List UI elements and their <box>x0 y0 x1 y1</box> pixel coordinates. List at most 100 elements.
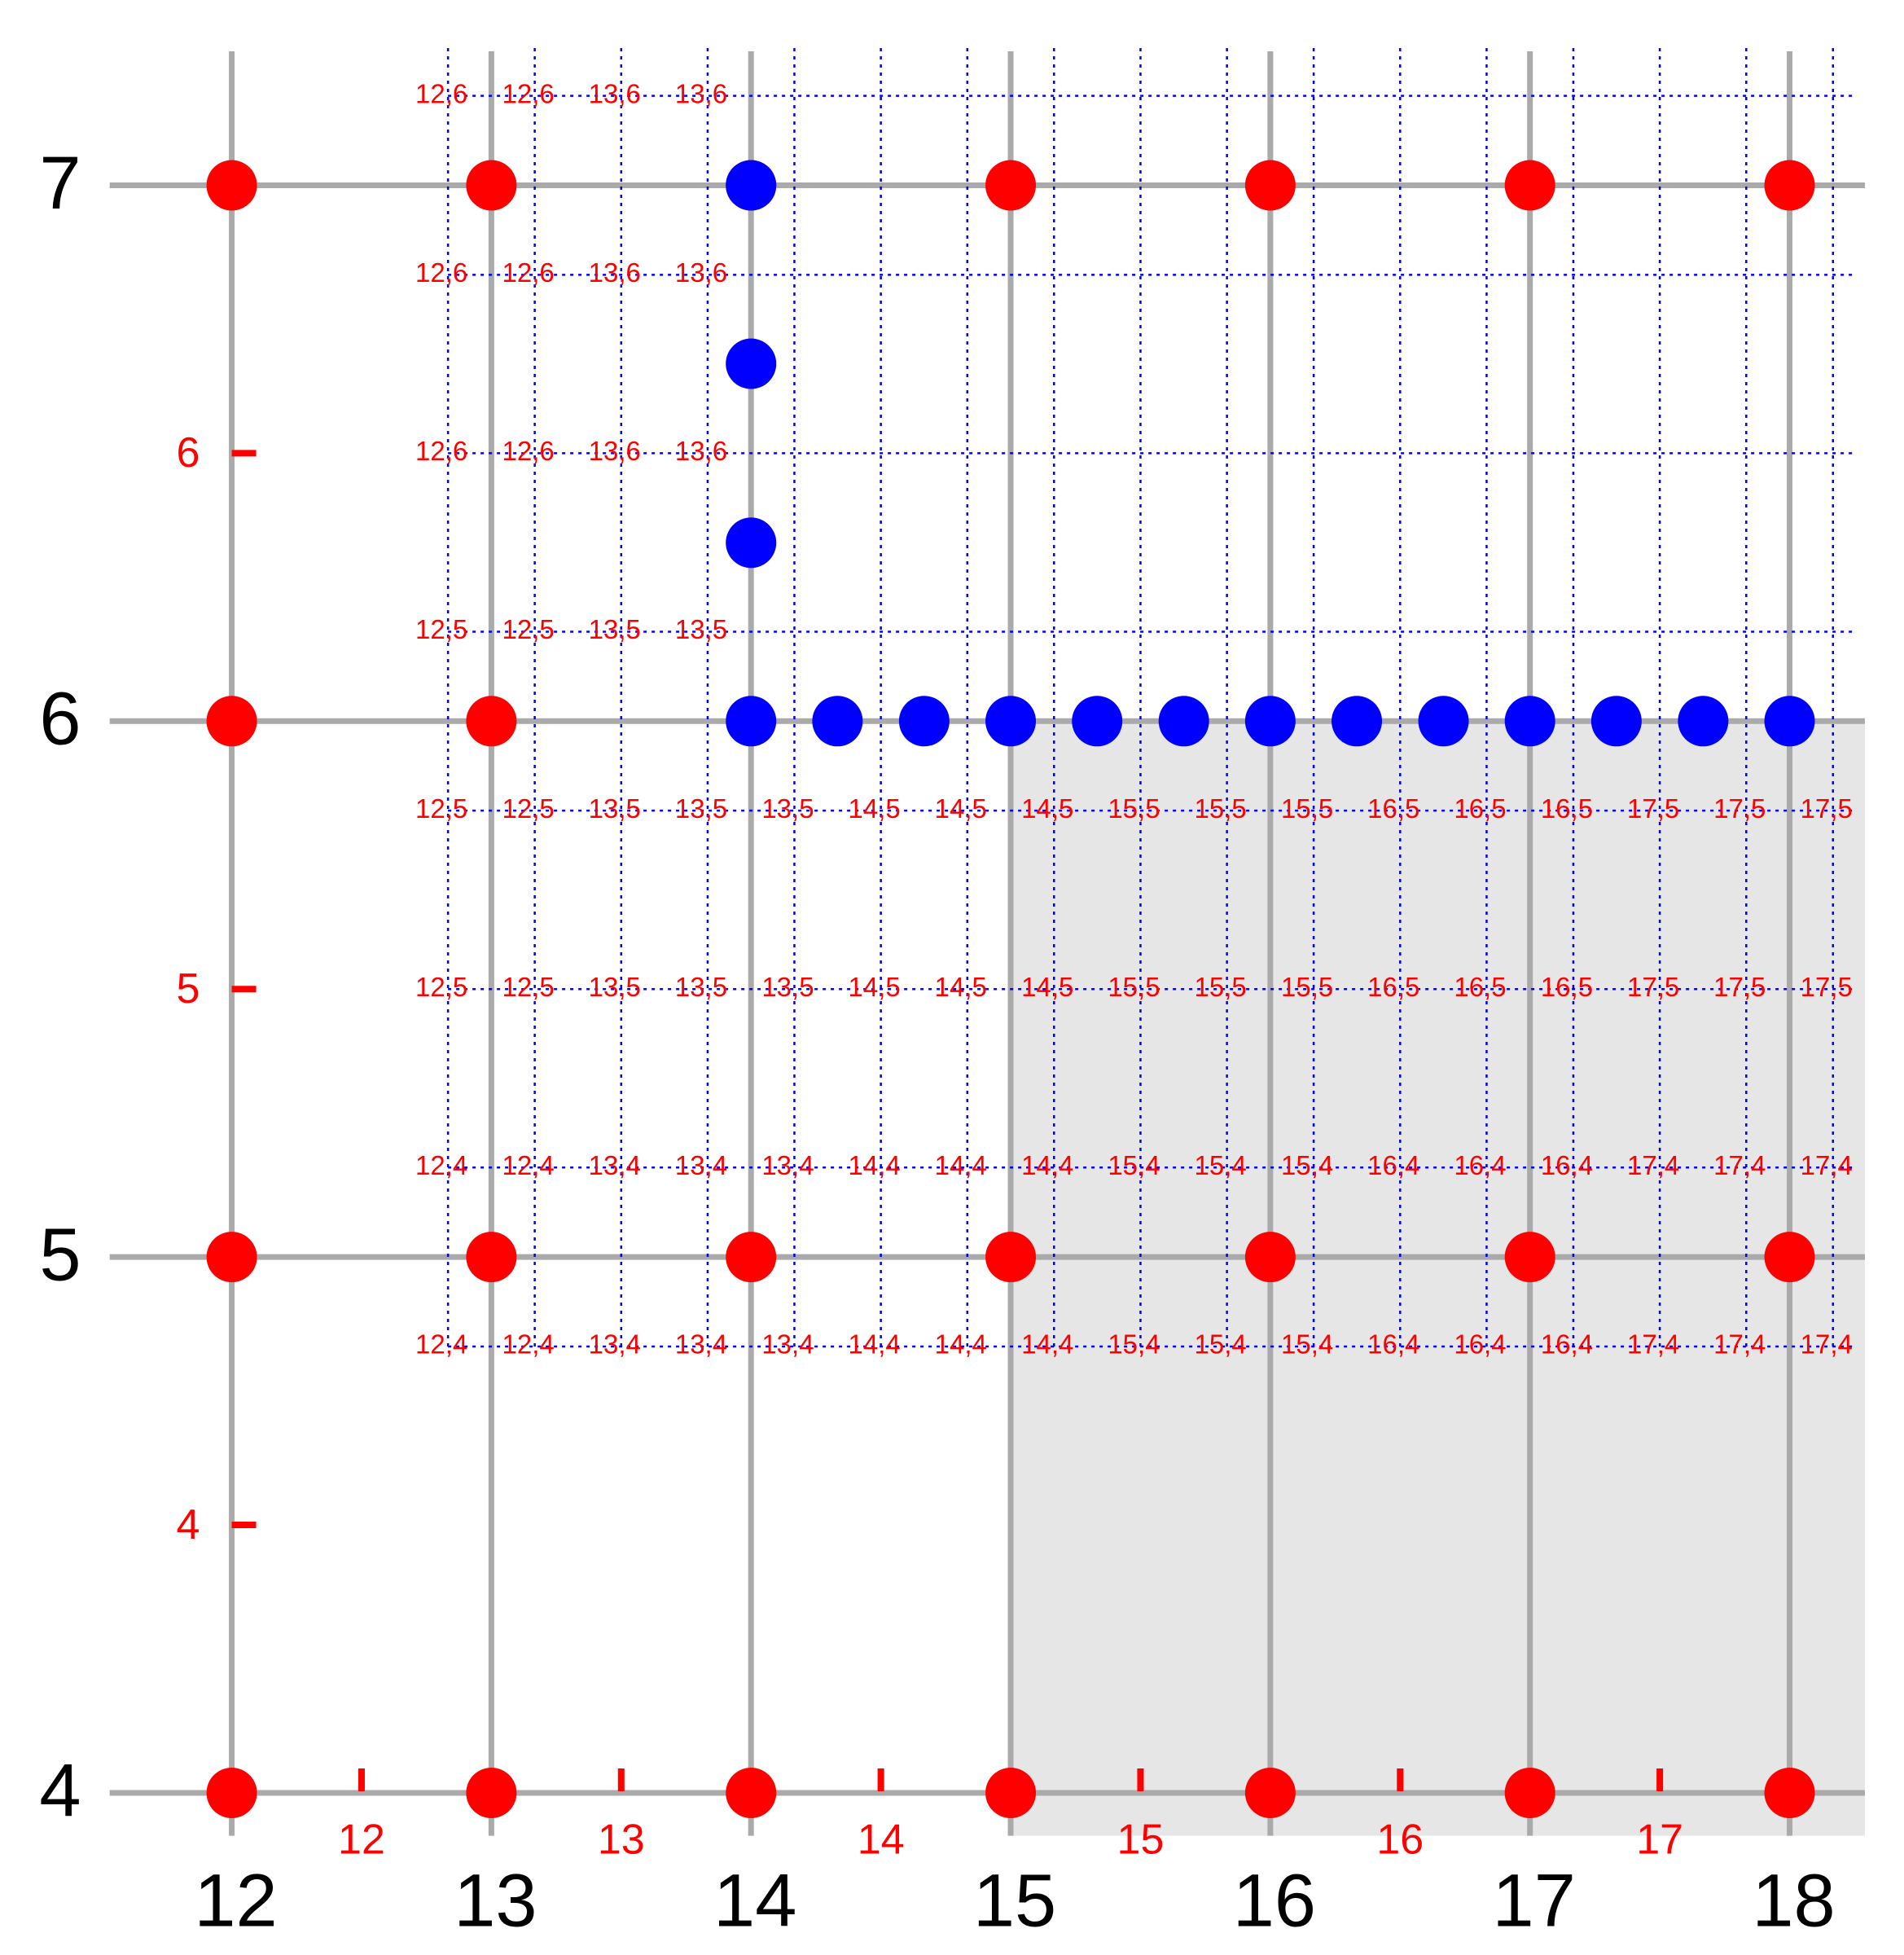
cell-label: 12,4 <box>415 1150 467 1180</box>
cell-label: 13,4 <box>761 1150 814 1180</box>
cell-label: 15,5 <box>1108 972 1160 1002</box>
cell-label: 16,5 <box>1367 972 1419 1002</box>
point <box>985 1232 1037 1283</box>
point <box>726 160 777 211</box>
minor-x-tick-label: 12 <box>338 1817 385 1864</box>
cell-label: 17,5 <box>1627 793 1679 824</box>
point <box>1504 1232 1555 1283</box>
cell-label: 15,5 <box>1195 793 1247 824</box>
cell-label: 17,4 <box>1801 1150 1853 1180</box>
point <box>1590 696 1642 747</box>
cell-label: 13,4 <box>675 1329 727 1360</box>
point <box>206 696 257 747</box>
point <box>726 1767 777 1818</box>
minor-x-tick-label: 17 <box>1636 1817 1683 1864</box>
cell-label: 13,4 <box>675 1150 727 1180</box>
x-tick-label: 18 <box>1752 1859 1835 1942</box>
cell-label: 16,4 <box>1367 1329 1419 1360</box>
point <box>1504 696 1555 747</box>
minor-x-tick-label: 13 <box>598 1817 645 1864</box>
point <box>726 1232 777 1283</box>
x-tick-label: 16 <box>1233 1859 1316 1942</box>
cell-label: 13,6 <box>589 257 641 288</box>
cell-label: 15,4 <box>1281 1329 1333 1360</box>
cell-label: 17,4 <box>1713 1329 1766 1360</box>
cell-label: 14,4 <box>935 1329 987 1360</box>
point <box>1418 696 1469 747</box>
minor-x-tick-label: 16 <box>1376 1817 1424 1864</box>
cell-label: 14,4 <box>849 1150 901 1180</box>
x-tick-label: 12 <box>194 1859 277 1942</box>
cell-label: 13,5 <box>589 793 641 824</box>
cell-label: 12,6 <box>502 78 555 108</box>
minor-y-tick-label: 5 <box>177 965 200 1013</box>
cell-label: 16,5 <box>1454 972 1506 1002</box>
cell-label: 12,6 <box>415 436 467 466</box>
cell-label: 14,5 <box>849 972 901 1002</box>
minor-x-tick-label: 15 <box>1117 1817 1165 1864</box>
cell-label: 12,5 <box>502 614 555 644</box>
point <box>1764 696 1815 747</box>
point <box>985 160 1037 211</box>
y-tick-label: 7 <box>39 142 81 225</box>
cell-label: 15,4 <box>1108 1150 1160 1180</box>
point <box>898 696 950 747</box>
cell-label: 13,5 <box>675 793 727 824</box>
cell-label: 12,4 <box>415 1329 467 1360</box>
cell-label: 12,6 <box>415 78 467 108</box>
point <box>726 696 777 747</box>
cell-label: 17,4 <box>1801 1329 1853 1360</box>
cell-label: 16,4 <box>1541 1329 1593 1360</box>
cell-label: 14,4 <box>849 1329 901 1360</box>
point <box>1244 696 1296 747</box>
cell-label: 12,6 <box>502 257 555 288</box>
y-tick-label: 6 <box>39 678 81 761</box>
cell-label: 16,5 <box>1367 793 1419 824</box>
cell-label: 15,4 <box>1108 1329 1160 1360</box>
cell-label: 12,5 <box>502 793 555 824</box>
point <box>1331 696 1383 747</box>
point <box>1244 1767 1296 1818</box>
cell-label: 16,4 <box>1454 1150 1506 1180</box>
cell-label: 14,5 <box>849 793 901 824</box>
point <box>466 1232 517 1283</box>
cell-label: 12,5 <box>415 614 467 644</box>
cell-label: 14,4 <box>1021 1329 1073 1360</box>
cell-label: 13,4 <box>589 1150 641 1180</box>
cell-label: 13,5 <box>675 972 727 1002</box>
cell-label: 16,5 <box>1454 793 1506 824</box>
point <box>1244 160 1296 211</box>
cell-label: 13,5 <box>589 972 641 1002</box>
y-tick-label: 4 <box>39 1749 81 1832</box>
cell-label: 13,5 <box>761 972 814 1002</box>
cell-label: 15,5 <box>1281 972 1333 1002</box>
point <box>985 696 1037 747</box>
minor-y-tick-label: 6 <box>177 429 200 477</box>
cell-label: 17,5 <box>1713 793 1766 824</box>
cell-label: 16,4 <box>1541 1150 1593 1180</box>
cell-label: 16,5 <box>1541 793 1593 824</box>
cell-label: 13,6 <box>675 78 727 108</box>
cell-label: 17,5 <box>1801 793 1853 824</box>
x-tick-label: 14 <box>713 1859 796 1942</box>
cell-label: 12,5 <box>502 972 555 1002</box>
point <box>1072 696 1123 747</box>
point <box>1504 1767 1555 1818</box>
point <box>206 160 257 211</box>
cell-label: 14,5 <box>1021 793 1073 824</box>
minor-x-tick-label: 14 <box>858 1817 905 1864</box>
point <box>726 338 777 389</box>
cell-label: 15,4 <box>1195 1329 1247 1360</box>
point <box>1764 160 1815 211</box>
cell-label: 15,5 <box>1108 793 1160 824</box>
cell-label: 13,4 <box>761 1329 814 1360</box>
minor-y-tick-label: 4 <box>177 1501 200 1549</box>
y-tick-label: 5 <box>39 1213 81 1296</box>
cell-label: 13,5 <box>761 793 814 824</box>
cell-label: 17,4 <box>1713 1150 1766 1180</box>
cell-label: 14,5 <box>935 793 987 824</box>
cell-label: 12,4 <box>502 1150 555 1180</box>
cell-label: 12,6 <box>502 436 555 466</box>
cell-label: 13,6 <box>675 436 727 466</box>
